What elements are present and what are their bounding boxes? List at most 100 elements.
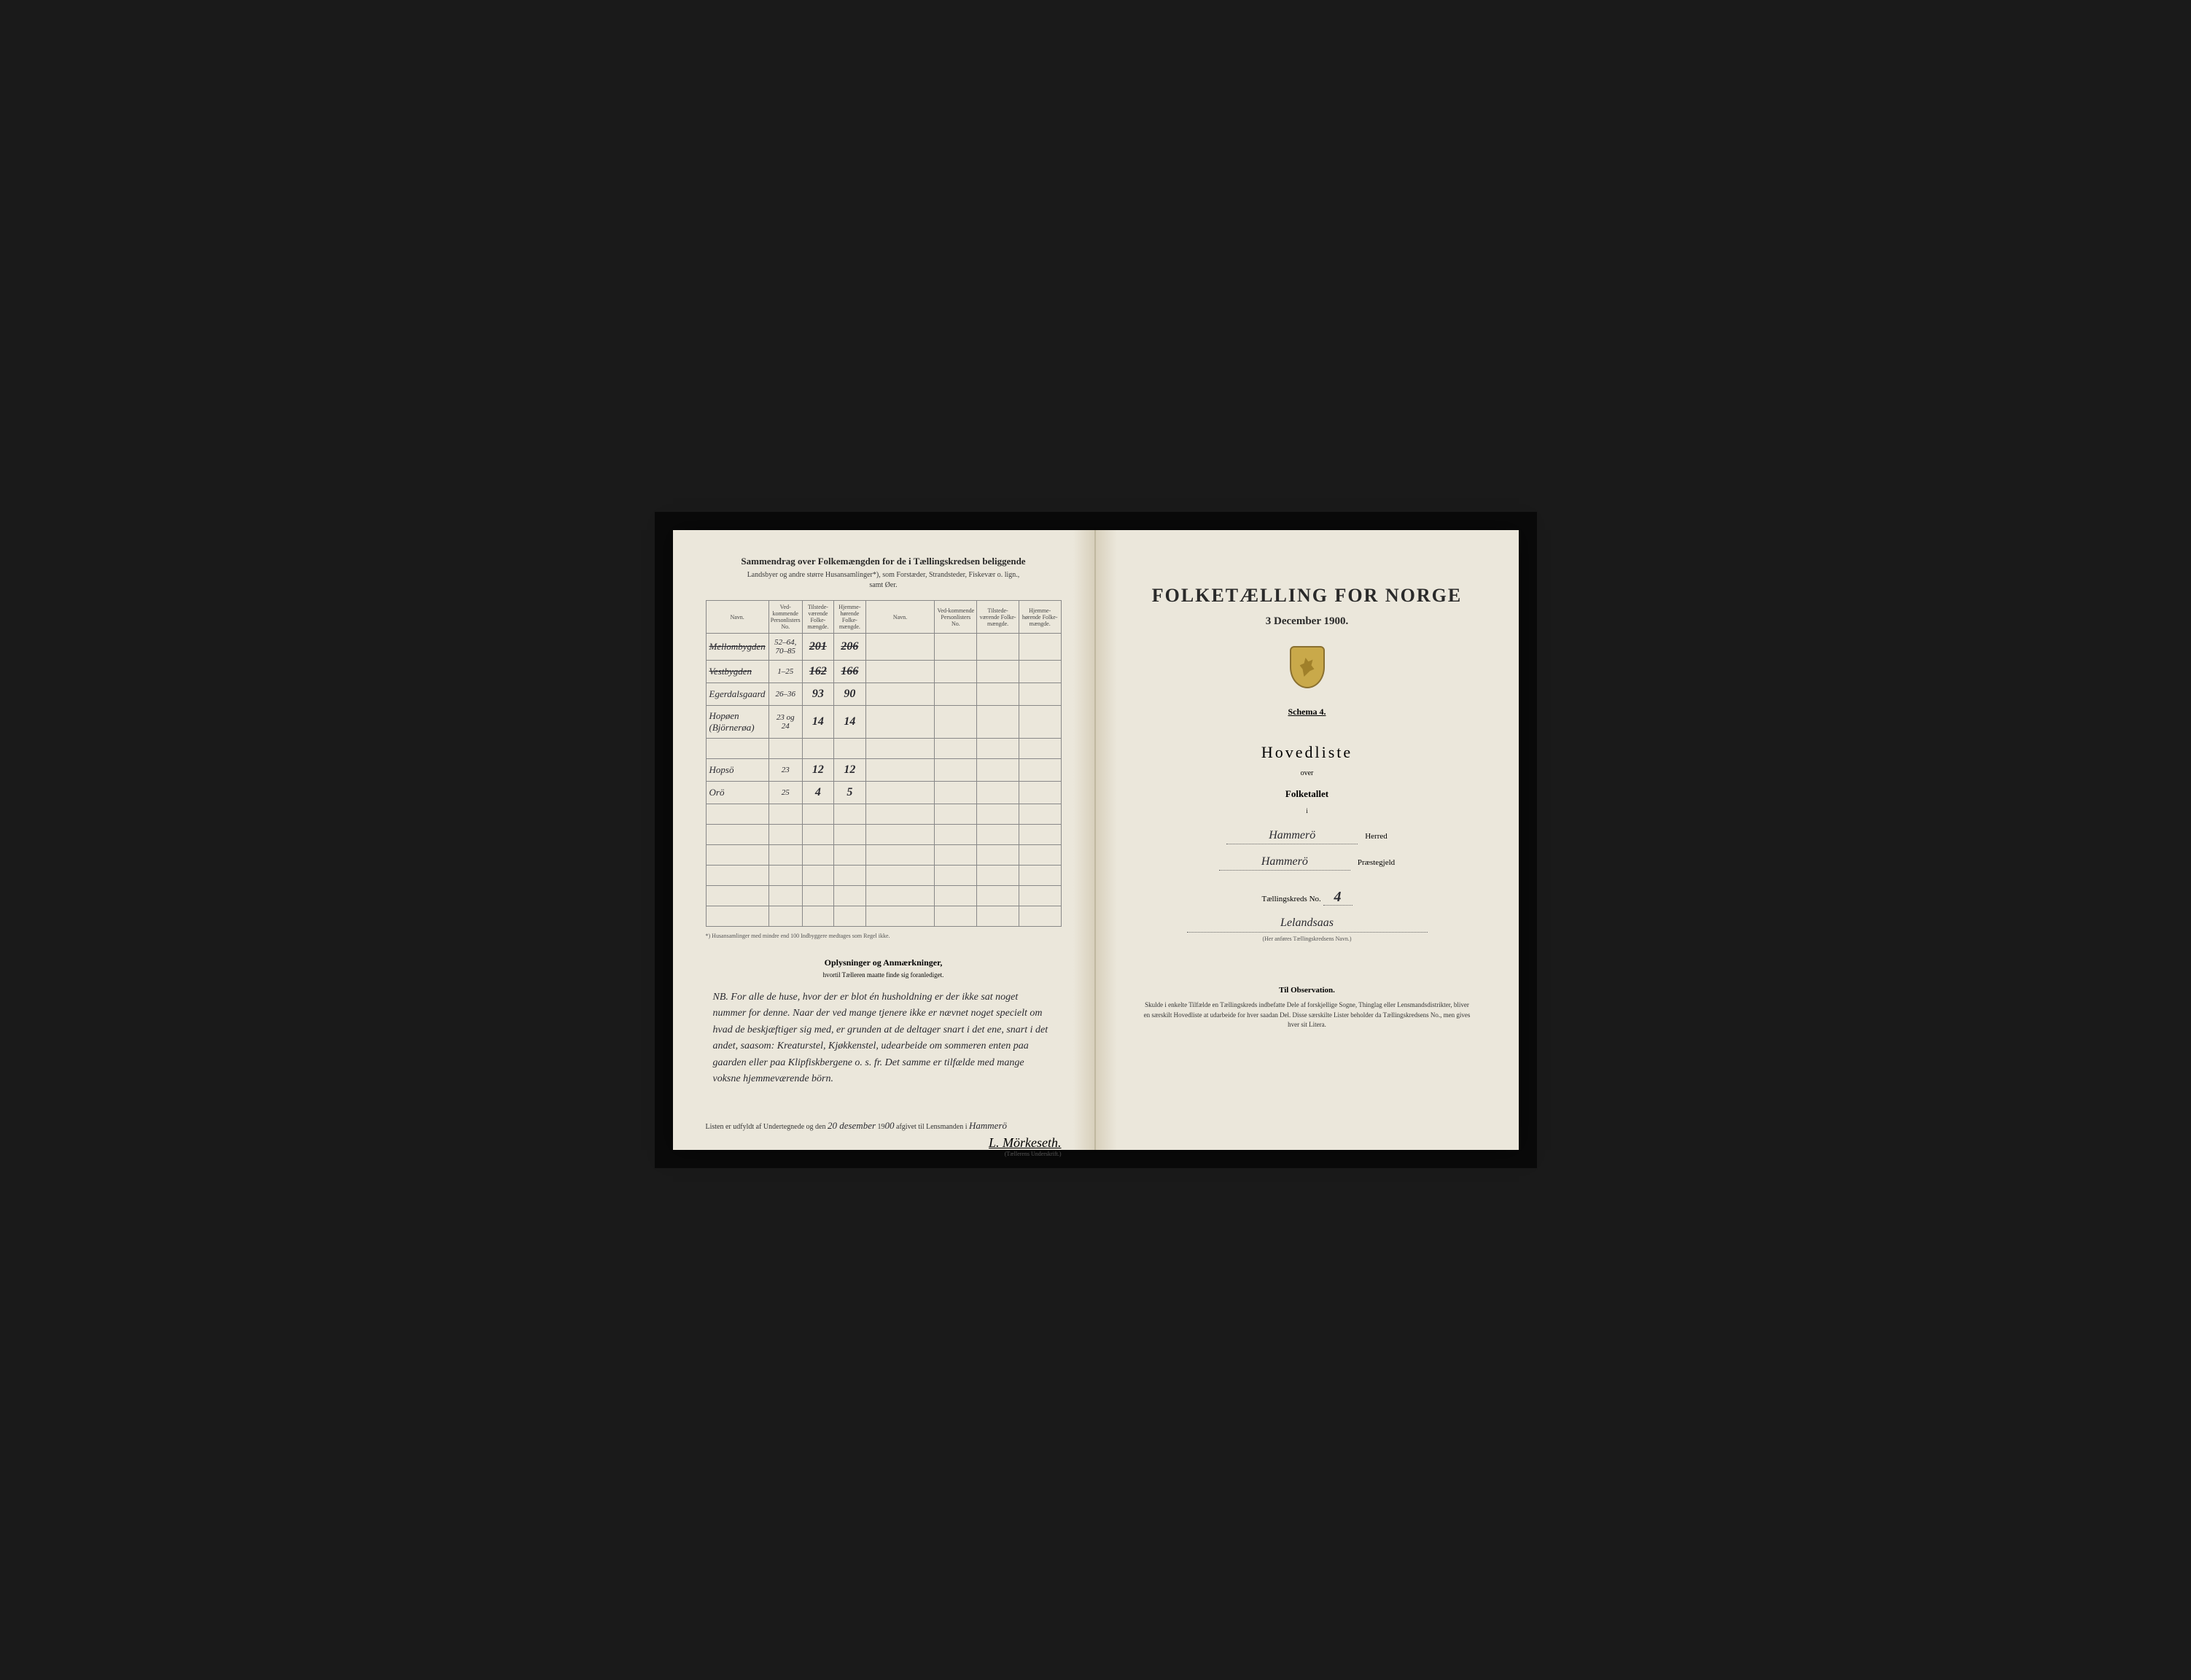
cell-empty bbox=[865, 759, 935, 782]
cell-navn bbox=[706, 804, 768, 825]
cell-empty bbox=[865, 683, 935, 706]
cell-empty bbox=[1019, 739, 1061, 759]
cell-empty bbox=[865, 845, 935, 866]
listen-year-suffix: 00 bbox=[885, 1120, 895, 1131]
cell-empty bbox=[935, 683, 977, 706]
cell-no: 23 og 24 bbox=[768, 706, 802, 739]
cell-hjemme: 206 bbox=[834, 634, 866, 661]
cell-empty bbox=[1019, 782, 1061, 804]
cell-tilstede bbox=[802, 886, 833, 906]
listen-afgivet: afgivet til Lensmanden i bbox=[896, 1123, 967, 1131]
herred-value: Hammerö bbox=[1226, 829, 1358, 844]
cell-empty bbox=[1019, 683, 1061, 706]
cell-empty bbox=[1019, 845, 1061, 866]
cell-empty bbox=[1019, 634, 1061, 661]
cell-empty bbox=[935, 886, 977, 906]
table-row bbox=[706, 886, 1061, 906]
herred-line: Hammerö Herred bbox=[1129, 829, 1486, 844]
cell-empty bbox=[865, 886, 935, 906]
cell-no: 25 bbox=[768, 782, 802, 804]
summary-title: Sammendrag over Folkemængden for de i Tæ… bbox=[706, 556, 1062, 567]
cell-empty bbox=[935, 739, 977, 759]
handwritten-notes: NB. For alle de huse, hvor der er blot é… bbox=[706, 986, 1062, 1091]
listen-text: Listen er udfyldt af Undertegnede og den bbox=[706, 1123, 826, 1131]
cell-empty bbox=[935, 782, 977, 804]
over-label: over bbox=[1129, 769, 1486, 777]
kreds-sub: (Her anføres Tællingskredsens Navn.) bbox=[1129, 936, 1486, 942]
cell-navn: Orö bbox=[706, 782, 768, 804]
cell-tilstede: 12 bbox=[802, 759, 833, 782]
cell-hjemme bbox=[834, 739, 866, 759]
oplysninger-title: Oplysninger og Anmærkninger, bbox=[706, 957, 1062, 968]
cell-empty bbox=[977, 886, 1019, 906]
cell-navn: Hopsö bbox=[706, 759, 768, 782]
cell-empty bbox=[1019, 804, 1061, 825]
cell-no: 26–36 bbox=[768, 683, 802, 706]
cell-tilstede bbox=[802, 804, 833, 825]
left-page: Sammendrag over Folkemængden for de i Tæ… bbox=[673, 530, 1096, 1150]
cell-navn: Egerdalsgaard bbox=[706, 683, 768, 706]
table-row bbox=[706, 866, 1061, 886]
cell-hjemme bbox=[834, 825, 866, 845]
signature-label: (Tællerens Underskrift.) bbox=[706, 1151, 1062, 1157]
cell-empty bbox=[1019, 886, 1061, 906]
herred-label: Herred bbox=[1365, 832, 1388, 841]
cell-no: 23 bbox=[768, 759, 802, 782]
cell-empty bbox=[977, 759, 1019, 782]
i-label: i bbox=[1129, 807, 1486, 814]
cell-empty bbox=[1019, 866, 1061, 886]
cell-tilstede bbox=[802, 739, 833, 759]
cell-tilstede bbox=[802, 845, 833, 866]
cell-empty bbox=[865, 782, 935, 804]
scanner-frame: Sammendrag over Folkemængden for de i Tæ… bbox=[655, 512, 1537, 1168]
praestegjeld-value: Hammerö bbox=[1219, 855, 1350, 871]
book-spread: Sammendrag over Folkemængden for de i Tæ… bbox=[673, 530, 1519, 1150]
praestegjeld-label: Præstegjeld bbox=[1358, 858, 1395, 867]
cell-tilstede: 162 bbox=[802, 661, 833, 683]
cell-empty bbox=[865, 706, 935, 739]
cell-tilstede: 201 bbox=[802, 634, 833, 661]
cell-navn: Hopøen (Björnerøa) bbox=[706, 706, 768, 739]
table-row: Hopøen (Björnerøa)23 og 241414 bbox=[706, 706, 1061, 739]
cell-empty bbox=[865, 739, 935, 759]
cell-navn bbox=[706, 845, 768, 866]
cell-empty bbox=[935, 825, 977, 845]
cell-navn bbox=[706, 739, 768, 759]
cell-empty bbox=[935, 706, 977, 739]
table-body: Mellombygden52–64, 70–85201206Vestbygden… bbox=[706, 634, 1061, 927]
kreds-line: Tællingskreds No. 4 bbox=[1129, 889, 1486, 906]
cell-empty bbox=[977, 634, 1019, 661]
table-row bbox=[706, 906, 1061, 927]
cell-tilstede bbox=[802, 866, 833, 886]
cell-no bbox=[768, 866, 802, 886]
col-tilstede2: Tilstede-værende Folke-mængde. bbox=[977, 601, 1019, 634]
cell-empty bbox=[1019, 759, 1061, 782]
cell-tilstede bbox=[802, 825, 833, 845]
cell-hjemme bbox=[834, 845, 866, 866]
col-hjemme: Hjemme-hørende Folke-mængde. bbox=[834, 601, 866, 634]
cell-navn bbox=[706, 825, 768, 845]
cell-empty bbox=[935, 845, 977, 866]
table-row bbox=[706, 825, 1061, 845]
col-hjemme2: Hjemme-hørende Folke-mængde. bbox=[1019, 601, 1061, 634]
coat-of-arms-icon bbox=[1290, 646, 1325, 688]
cell-tilstede: 93 bbox=[802, 683, 833, 706]
folketallet-label: Folketallet bbox=[1129, 788, 1486, 800]
cell-empty bbox=[977, 782, 1019, 804]
signature-line: Listen er udfyldt af Undertegnede og den… bbox=[706, 1120, 1062, 1132]
cell-navn: Mellombygden bbox=[706, 634, 768, 661]
cell-no: 1–25 bbox=[768, 661, 802, 683]
listen-place: Hammerö bbox=[969, 1120, 1007, 1131]
cell-no bbox=[768, 739, 802, 759]
table-row: Vestbygden1–25162166 bbox=[706, 661, 1061, 683]
cell-empty bbox=[977, 683, 1019, 706]
cell-navn bbox=[706, 866, 768, 886]
cell-empty bbox=[935, 661, 977, 683]
cell-hjemme: 14 bbox=[834, 706, 866, 739]
cell-no bbox=[768, 804, 802, 825]
table-row: Hopsö231212 bbox=[706, 759, 1061, 782]
hovedliste-heading: Hovedliste bbox=[1129, 743, 1486, 762]
signature: L. Mörkeseth. bbox=[706, 1135, 1062, 1151]
cell-no bbox=[768, 886, 802, 906]
main-title: FOLKETÆLLING FOR NORGE bbox=[1129, 585, 1486, 607]
